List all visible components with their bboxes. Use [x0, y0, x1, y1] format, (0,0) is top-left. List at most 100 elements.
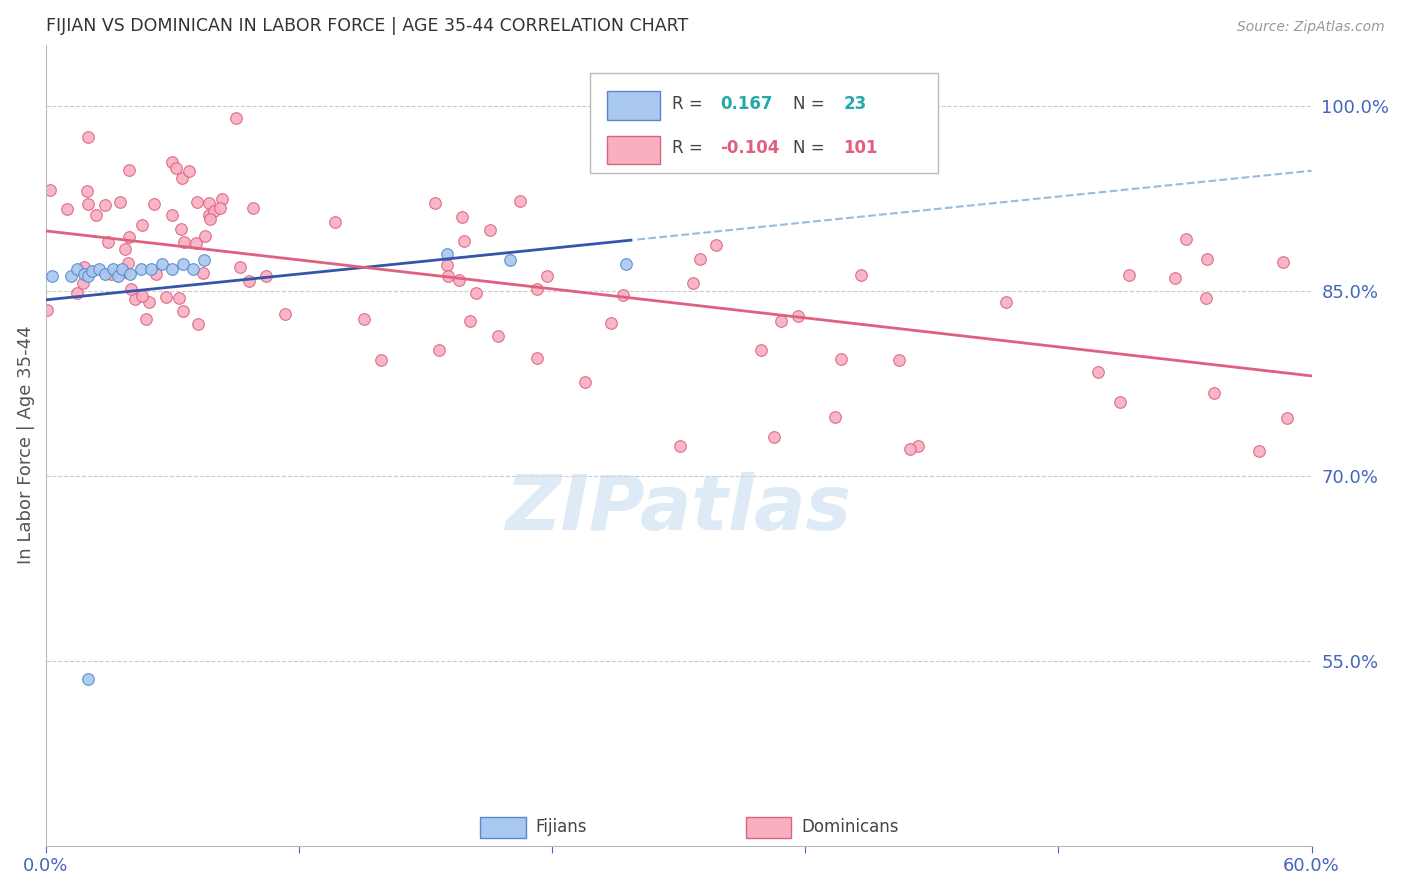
Point: [509, 194, 531, 208]
Point: [770, 314, 793, 328]
Point: [150, 257, 173, 271]
Point: [898, 442, 921, 456]
Point: [704, 237, 727, 252]
Point: [124, 292, 146, 306]
Point: [612, 287, 634, 301]
Point: [82, 264, 104, 278]
Text: ZIPatlas: ZIPatlas: [506, 472, 852, 546]
Point: [108, 195, 131, 210]
Point: [499, 253, 522, 268]
Point: [155, 290, 177, 304]
Text: Fijians: Fijians: [536, 818, 588, 836]
Point: [172, 257, 194, 271]
FancyBboxPatch shape: [606, 136, 659, 164]
Point: [135, 312, 157, 326]
Point: [689, 252, 711, 266]
Point: [1247, 444, 1270, 458]
Point: [97, 235, 120, 249]
Point: [100, 267, 122, 281]
Point: [429, 343, 451, 357]
Point: [187, 317, 209, 331]
Y-axis label: In Labor Force | Age 35-44: In Labor Force | Age 35-44: [17, 326, 35, 565]
Point: [669, 439, 692, 453]
Text: R =: R =: [672, 95, 709, 113]
Point: [94, 267, 117, 281]
Point: [229, 260, 252, 274]
Point: [242, 201, 264, 215]
Point: [77, 130, 100, 145]
Point: [143, 197, 166, 211]
Point: [1195, 291, 1218, 305]
Point: [56, 202, 79, 217]
Point: [323, 215, 346, 229]
FancyBboxPatch shape: [745, 817, 792, 838]
Point: [762, 430, 785, 444]
Point: [66, 261, 89, 276]
Point: [170, 222, 193, 236]
Point: [111, 261, 134, 276]
Point: [117, 256, 139, 270]
Point: [599, 316, 621, 330]
Point: [211, 193, 233, 207]
Point: [177, 163, 200, 178]
Point: [184, 235, 207, 250]
Point: [145, 267, 167, 281]
Point: [160, 155, 183, 169]
Point: [162, 261, 184, 276]
Text: 23: 23: [844, 95, 866, 113]
Point: [197, 196, 219, 211]
Point: [486, 329, 509, 343]
Text: FIJIAN VS DOMINICAN IN LABOR FORCE | AGE 35-44 CORRELATION CHART: FIJIAN VS DOMINICAN IN LABOR FORCE | AGE…: [46, 17, 688, 35]
Point: [87, 261, 110, 276]
Point: [208, 201, 231, 215]
Point: [1164, 271, 1187, 285]
Point: [202, 204, 225, 219]
Point: [84, 208, 107, 222]
Point: [1087, 365, 1109, 379]
Point: [274, 307, 297, 321]
Point: [73, 267, 96, 281]
Point: [160, 208, 183, 222]
Point: [173, 235, 195, 249]
Text: 0.167: 0.167: [720, 95, 773, 113]
Point: [172, 304, 194, 318]
Point: [118, 230, 141, 244]
Point: [682, 276, 704, 290]
Point: [995, 295, 1018, 310]
Point: [1108, 394, 1130, 409]
Point: [436, 258, 458, 272]
Point: [197, 208, 219, 222]
Point: [225, 112, 247, 126]
Point: [749, 343, 772, 357]
Point: [120, 267, 142, 281]
Text: Dominicans: Dominicans: [801, 818, 898, 836]
Point: [887, 353, 910, 368]
Point: [107, 269, 129, 284]
Point: [1202, 386, 1225, 401]
Point: [907, 439, 929, 453]
FancyBboxPatch shape: [591, 72, 938, 173]
Point: [77, 672, 100, 686]
Point: [183, 261, 205, 276]
Point: [453, 234, 475, 248]
Point: [437, 269, 460, 284]
Point: [131, 219, 153, 233]
FancyBboxPatch shape: [479, 817, 526, 838]
Point: [138, 295, 160, 310]
Point: [73, 260, 96, 274]
Point: [830, 352, 852, 367]
Text: 101: 101: [844, 139, 877, 158]
Point: [37, 302, 59, 317]
Point: [574, 375, 596, 389]
Point: [194, 229, 217, 244]
Point: [479, 223, 502, 237]
Point: [141, 261, 163, 276]
Point: [526, 282, 548, 296]
Point: [94, 198, 117, 212]
Point: [458, 314, 481, 328]
Point: [254, 268, 277, 283]
Point: [77, 196, 100, 211]
Point: [425, 195, 447, 210]
Point: [449, 273, 471, 287]
Text: -0.104: -0.104: [720, 139, 780, 158]
